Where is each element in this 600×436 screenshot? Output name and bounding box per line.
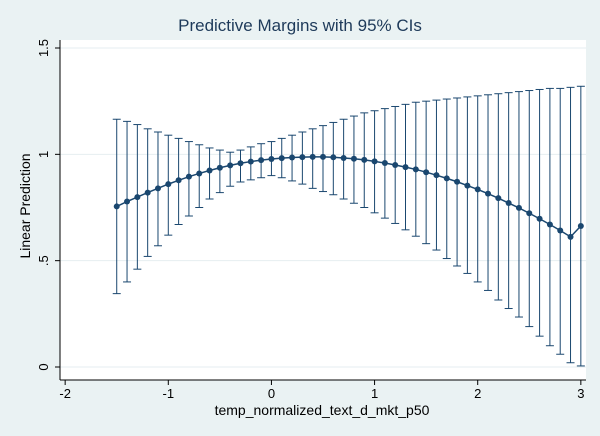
x-tick-label-3: 1	[371, 386, 378, 401]
margin-point-4	[154, 185, 161, 192]
x-ticks: -2 -1 0 1 2 3	[59, 380, 584, 401]
margin-point-37	[495, 195, 502, 202]
margin-point-35	[474, 186, 481, 193]
margin-point-45	[577, 223, 584, 230]
x-tick-label-1: -1	[163, 386, 175, 401]
margin-point-13	[247, 158, 254, 165]
margin-point-24	[361, 156, 368, 163]
margin-point-3	[144, 189, 151, 196]
margin-point-8	[196, 170, 203, 177]
y-tick-label-0: 0	[36, 363, 51, 370]
margin-point-32	[443, 175, 450, 182]
margin-point-42	[546, 221, 553, 228]
margin-point-39	[515, 204, 522, 211]
chart-title: Predictive Margins with 95% CIs	[178, 16, 422, 35]
margin-point-34	[464, 182, 471, 189]
margin-point-0	[113, 203, 120, 210]
margin-point-43	[557, 227, 564, 234]
margin-point-20	[320, 153, 326, 160]
axes	[59, 40, 586, 381]
margin-point-10	[216, 164, 223, 171]
margin-point-1	[124, 198, 131, 205]
margin-point-22	[340, 154, 347, 161]
margin-point-44	[567, 233, 574, 240]
margin-point-16	[278, 155, 285, 162]
margin-point-25	[371, 158, 378, 165]
margin-point-7	[185, 173, 192, 180]
margin-point-23	[350, 155, 357, 162]
plot-area	[60, 40, 586, 380]
y-tick-label-1: .5	[36, 255, 51, 266]
series-points	[113, 153, 584, 240]
margin-point-21	[330, 154, 337, 161]
margin-point-6	[175, 177, 182, 184]
series-line	[116, 156, 582, 238]
margin-point-26	[381, 160, 388, 167]
margin-point-28	[402, 164, 409, 171]
margin-point-40	[526, 210, 533, 217]
margin-point-12	[237, 160, 244, 167]
margin-point-9	[206, 167, 213, 174]
x-tick-label-5: 3	[577, 386, 584, 401]
margin-point-14	[258, 157, 265, 164]
margin-point-18	[299, 154, 306, 161]
margin-point-15	[268, 156, 275, 163]
margin-point-29	[412, 166, 419, 173]
y-tick-label-3: 1.5	[36, 39, 51, 57]
margin-point-33	[454, 178, 461, 185]
margin-point-17	[289, 154, 296, 161]
margin-point-19	[309, 153, 316, 160]
margin-point-36	[485, 190, 492, 197]
margin-point-11	[227, 162, 234, 169]
x-axis-label: temp_normalized_text_d_mkt_p50	[215, 402, 430, 418]
margin-point-41	[536, 215, 543, 222]
margin-point-27	[392, 161, 399, 168]
margin-point-38	[505, 200, 512, 207]
y-ticks: 0 .5 1 1.5	[36, 39, 60, 371]
y-tick-label-2: 1	[36, 151, 51, 158]
margin-point-5	[165, 181, 172, 188]
margin-line	[116, 156, 582, 238]
x-tick-label-4: 2	[474, 386, 481, 401]
x-tick-label-0: -2	[59, 386, 71, 401]
margin-point-31	[433, 172, 440, 179]
y-axis-label: Linear Prediction	[17, 153, 33, 258]
x-tick-label-2: 0	[268, 386, 275, 401]
margin-point-30	[423, 169, 430, 176]
margin-point-2	[134, 194, 141, 201]
